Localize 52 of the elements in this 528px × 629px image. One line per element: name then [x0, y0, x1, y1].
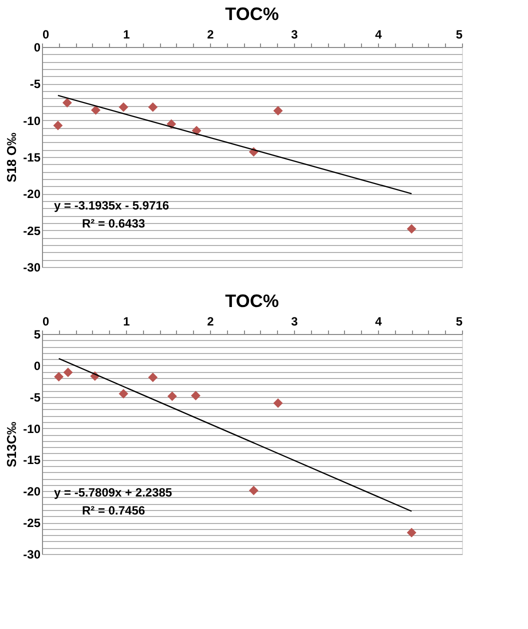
- x-tick-label: 3: [291, 314, 298, 328]
- point: [148, 102, 158, 112]
- y-tick-label: -10: [23, 114, 41, 128]
- y-tick-label: -15: [23, 150, 41, 164]
- y-axis-title: S13C‰: [4, 422, 20, 468]
- annotation: R² = 0.6433: [82, 216, 146, 230]
- y-tick-label: -10: [23, 422, 41, 436]
- annotation: y = -5.7809x + 2.2385: [54, 485, 172, 500]
- point: [406, 224, 416, 234]
- point: [62, 98, 72, 108]
- y-tick-label: 0: [34, 358, 41, 373]
- y-tick-label: -5: [30, 77, 41, 92]
- point: [273, 398, 283, 408]
- point: [63, 368, 73, 378]
- x-tick-label: 1: [123, 28, 130, 42]
- x-tick-label: 2: [207, 314, 214, 328]
- x-tick-label: 3: [291, 28, 298, 42]
- y-tick-label: -25: [23, 516, 41, 530]
- annotation: y = -3.1935x - 5.9716: [54, 198, 170, 212]
- y-tick-label: -5: [30, 390, 41, 404]
- x-tick-label: 5: [456, 314, 463, 328]
- y-tick-label: -20: [23, 484, 41, 499]
- point: [53, 120, 63, 130]
- y-tick-label: -25: [23, 224, 41, 238]
- x-tick-label: 5: [456, 28, 463, 42]
- y-tick-label: -20: [23, 187, 41, 202]
- point: [192, 126, 202, 136]
- chart-title: TOC%: [225, 4, 279, 24]
- y-tick-label: -15: [23, 453, 41, 468]
- y-tick-label: -30: [23, 548, 41, 562]
- y-tick-label: 0: [34, 40, 41, 54]
- chart-title: TOC%: [225, 291, 279, 311]
- x-tick-label: 0: [42, 28, 50, 42]
- point: [190, 390, 200, 400]
- y-axis-title: S18 O‰: [4, 132, 20, 182]
- x-tick-label: 1: [123, 314, 130, 328]
- point: [248, 486, 258, 496]
- y-tick-label: 5: [34, 328, 41, 342]
- point: [118, 388, 128, 398]
- point: [273, 106, 283, 116]
- point: [118, 102, 128, 112]
- point: [91, 105, 101, 115]
- x-tick-label: 0: [42, 314, 50, 328]
- point: [167, 391, 177, 401]
- point: [406, 528, 416, 538]
- point: [148, 372, 158, 382]
- x-tick-label: 2: [207, 28, 214, 42]
- y-tick-label: -30: [23, 260, 41, 274]
- x-tick-label: 4: [375, 28, 382, 42]
- annotation: R² = 0.7456: [82, 503, 146, 518]
- x-tick-label: 4: [375, 314, 382, 328]
- point: [54, 372, 64, 382]
